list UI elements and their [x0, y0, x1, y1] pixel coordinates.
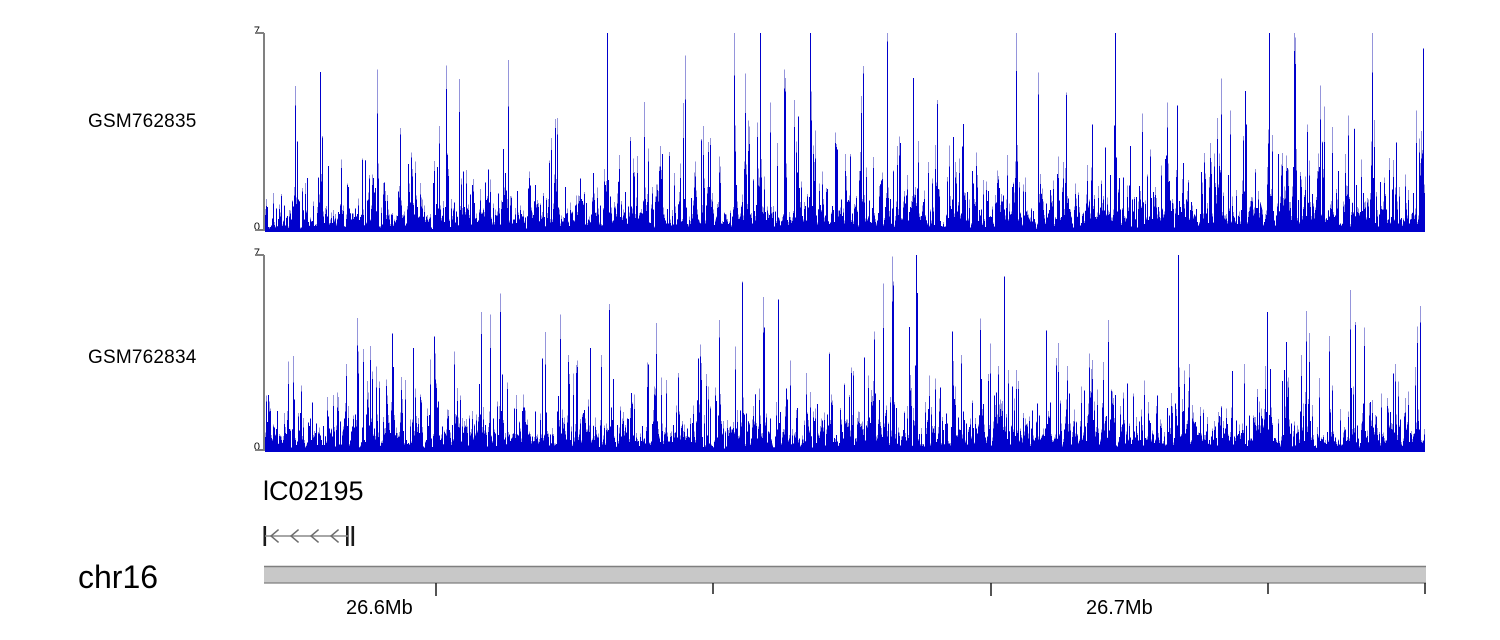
genome-ruler[interactable] [263, 564, 1428, 596]
track-gsm762834[interactable]: GSM762834 7 0 [0, 240, 1500, 472]
track-label-gsm762834: GSM762834 [88, 347, 197, 368]
y-axis-line-2 [263, 255, 265, 451]
signal-plot-gsm762834[interactable] [265, 255, 1425, 452]
y-axis-max-label-2: 7 [253, 247, 260, 259]
y-axis-gsm762835: 7 0 [240, 26, 272, 238]
y-axis-gsm762834: 7 0 [240, 248, 272, 460]
y-axis-min-label-2: 0 [253, 441, 260, 453]
y-axis-tick-min-2 [255, 449, 264, 451]
ruler-tick-label-26-6mb: 26.6Mb [346, 597, 413, 619]
y-axis-max-label-1: 7 [253, 25, 260, 37]
y-axis-tick-min-1 [255, 229, 264, 231]
ruler-tick-label-26-7mb: 26.7Mb [1086, 597, 1153, 619]
gene-annotation-track[interactable]: lC02195 [0, 472, 1500, 552]
genome-axis-track[interactable]: chr16 26.6Mb 26.7Mb [0, 552, 1500, 640]
chromosome-label: chr16 [78, 559, 159, 595]
track-gsm762835[interactable]: GSM762835 7 0 [0, 0, 1500, 240]
track-label-gsm762835: GSM762835 [88, 111, 197, 132]
y-axis-tick-max-1 [255, 32, 264, 34]
gene-label: lC02195 [263, 476, 364, 506]
y-axis-line-1 [263, 33, 265, 231]
gene-model-glyph[interactable] [258, 524, 378, 550]
signal-plot-gsm762835[interactable] [265, 33, 1425, 232]
y-axis-tick-max-2 [255, 254, 264, 256]
y-axis-min-label-1: 0 [253, 221, 260, 233]
